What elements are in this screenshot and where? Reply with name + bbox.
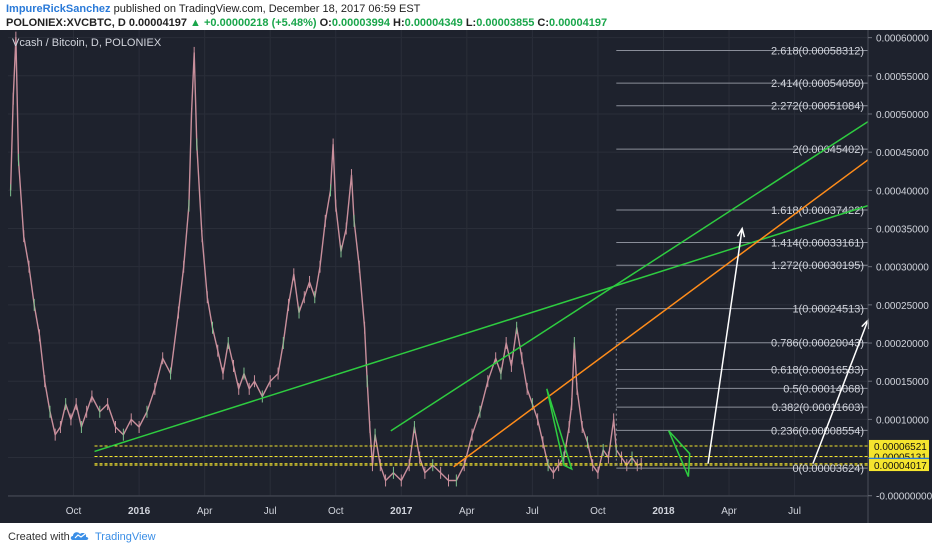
close-value: 0.00004197	[549, 17, 608, 29]
arrow-head	[736, 226, 746, 238]
x-tick-label: Apr	[459, 506, 475, 517]
fib-level-label: 0.618(0.00016533)	[771, 365, 864, 377]
price-label-text: 0.00006521	[874, 442, 927, 453]
fib-level-label: 1(0.00024513)	[792, 304, 864, 316]
fib-level-label: 2.272(0.00051084)	[771, 101, 864, 113]
y-tick-label: 0.00020000	[876, 339, 929, 350]
x-tick-label: Jul	[526, 506, 539, 517]
last-price: 0.00004197	[128, 17, 187, 29]
chart-area[interactable]: 2.618(0.00058312) 2.414(0.00054050) 2.272(…	[0, 30, 932, 523]
trendline	[390, 120, 869, 432]
author-link[interactable]: ImpureRickSanchez	[6, 3, 111, 15]
fib-level-label: 2.618(0.00058312)	[771, 46, 864, 58]
fib-level-label: 0.5(0.00014068)	[783, 383, 864, 395]
chart-header: ImpureRickSanchez published on TradingVi…	[0, 0, 932, 30]
x-tick-label: 2016	[128, 506, 151, 517]
trendline	[453, 159, 869, 468]
tradingview-cloud-icon	[70, 532, 89, 540]
fib-level-label: 2(0.00045402)	[792, 144, 864, 156]
triangle-pattern	[546, 388, 573, 471]
open-label: O:	[319, 17, 332, 29]
x-tick-label: Jul	[788, 506, 801, 517]
x-tick-label: 2018	[652, 506, 675, 517]
fib-level-label: 0.786(0.00020043)	[771, 338, 864, 350]
y-tick-label: 0.00050000	[876, 110, 929, 121]
high-value: 0.00004349	[404, 17, 463, 29]
published-text: published on TradingView.com, December 1…	[113, 3, 421, 15]
change: +0.00000218 (+5.48%)	[204, 17, 317, 29]
x-tick-label: Apr	[197, 506, 213, 517]
x-tick-label: Apr	[721, 506, 737, 517]
axis-layer: Oct 2016 Apr Jul Oct 2017 Apr Jul Oct 2018 Apr Jul 0…	[8, 30, 932, 523]
open-value: 0.00003994	[331, 17, 390, 29]
high-label: H:	[393, 17, 405, 29]
up-arrow-icon: ▲	[190, 17, 201, 29]
grid-layer	[8, 30, 868, 523]
fib-level-label: 0.382(0.00011603)	[772, 402, 864, 414]
y-tick-label: -0.00000000	[876, 492, 932, 503]
y-tick-label: 0.00045000	[876, 148, 929, 159]
projection-arrow	[812, 319, 869, 464]
y-tick-label: 0.00040000	[876, 186, 929, 197]
symbol: POLONIEX:XVCBTC, D	[6, 17, 126, 29]
trend-layer	[94, 120, 870, 477]
chart-svg[interactable]: 2.618(0.00058312) 2.414(0.00054050) 2.272(…	[0, 30, 932, 523]
fib-level-label: 1.414(0.00033161)	[771, 238, 864, 250]
fib-level-label: 1.272(0.00030195)	[771, 260, 864, 272]
fib-level-label: 0.236(0.00008554)	[771, 425, 864, 437]
y-tick-label: 0.00015000	[876, 377, 929, 388]
price-label-text: 0.00004017	[874, 461, 927, 472]
x-tick-label: 2017	[390, 506, 413, 517]
price-label-box	[869, 459, 929, 472]
y-tick-label: 0.00030000	[876, 263, 929, 274]
price-label-box	[869, 439, 929, 452]
plot-background	[8, 30, 868, 523]
y-tick-label: 0.00055000	[876, 72, 929, 83]
created-with-text: Created with	[8, 531, 70, 543]
x-tick-label: Oct	[66, 506, 82, 517]
x-tick-label: Oct	[590, 506, 606, 517]
publish-line: ImpureRickSanchez published on TradingVi…	[6, 3, 420, 15]
symbol-line: POLONIEX:XVCBTC, D 0.00004197 ▲ +0.00000…	[6, 17, 607, 29]
low-label: L:	[465, 17, 477, 29]
fib-level-label: 2.414(0.00054050)	[771, 78, 864, 90]
triangle-pattern	[668, 430, 691, 477]
projection-arrow	[707, 228, 743, 464]
low-value: 0.00003855	[476, 17, 535, 29]
close-label: C:	[537, 17, 550, 29]
fib-level-label: 0(0.00003624)	[792, 463, 864, 475]
x-tick-label: Jul	[264, 506, 277, 517]
y-tick-label: 0.00060000	[876, 34, 929, 45]
y-tick-label: 0.00035000	[876, 225, 929, 236]
x-tick-label: Oct	[328, 506, 344, 517]
fib-layer: 2.618(0.00058312) 2.414(0.00054050) 2.272(…	[615, 46, 868, 475]
footer: Created with TradingView	[0, 523, 932, 550]
chart-title: Vcash / Bitcoin, D, POLONIEX	[12, 37, 162, 49]
tradingview-brand[interactable]: TradingView	[95, 531, 156, 543]
y-tick-label: 0.00010000	[876, 415, 929, 426]
y-tick-label: 0.00025000	[876, 301, 929, 312]
